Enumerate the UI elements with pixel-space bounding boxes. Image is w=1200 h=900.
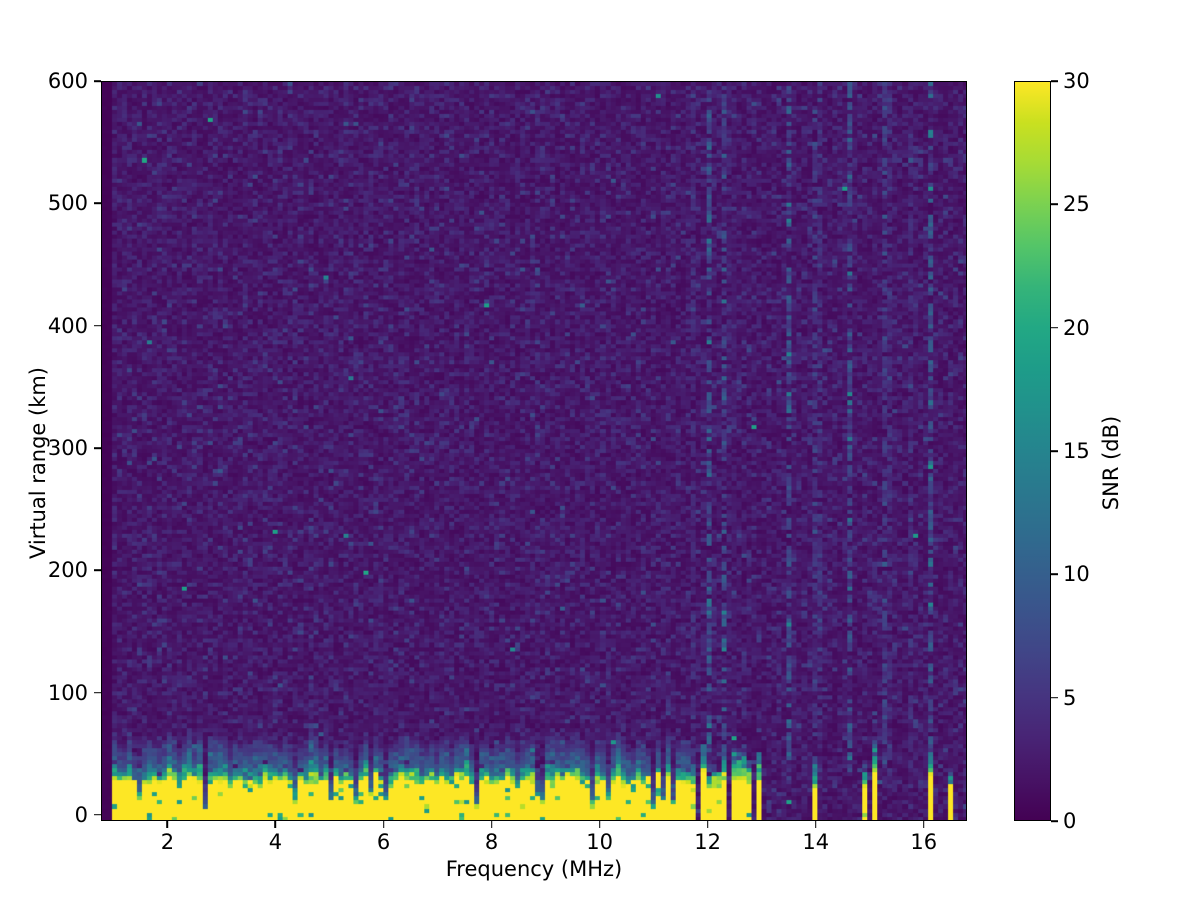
y-tick-mark [94, 80, 101, 82]
ionogram-heatmap-canvas [102, 82, 966, 820]
colorbar-tick-label-5: 5 [1063, 685, 1077, 710]
y-tick-mark [94, 814, 101, 816]
colorbar-tick-mark [1051, 203, 1058, 206]
y-tick-mark [94, 202, 101, 205]
y-tick-label-100: 100 [47, 680, 88, 705]
x-tick-mark [814, 821, 817, 828]
x-tick-label-2: 2 [160, 830, 175, 854]
colorbar-tick-mark [1051, 696, 1058, 699]
x-tick-label-6: 6 [376, 830, 391, 854]
colorbar-tick-label-0: 0 [1063, 809, 1077, 833]
colorbar-tick-mark [1051, 573, 1058, 576]
y-axis-label: Virtual range (km) [26, 366, 50, 560]
x-tick-label-12: 12 [694, 830, 722, 854]
colorbar-tick-mark [1051, 820, 1058, 822]
x-tick-label-16: 16 [910, 830, 938, 854]
colorbar-gradient [1015, 82, 1050, 820]
y-tick-label-200: 200 [47, 558, 88, 583]
colorbar-tick-mark [1051, 450, 1058, 452]
x-tick-mark [382, 821, 385, 828]
ionogram-axes[interactable] [101, 81, 967, 821]
colorbar-tick-mark [1051, 326, 1058, 329]
colorbar-tick-label-10: 10 [1063, 562, 1090, 587]
y-tick-mark [94, 324, 101, 327]
x-tick-mark [598, 821, 601, 828]
y-tick-mark [94, 691, 101, 694]
x-tick-label-4: 4 [268, 830, 283, 854]
y-tick-label-400: 400 [47, 313, 88, 338]
x-tick-label-8: 8 [484, 830, 499, 854]
y-tick-label-500: 500 [47, 191, 88, 216]
y-tick-label-600: 600 [47, 69, 88, 93]
x-tick-label-14: 14 [802, 830, 830, 854]
colorbar-tick-label-20: 20 [1063, 315, 1090, 340]
x-tick-mark [922, 821, 925, 828]
x-tick-label-10: 10 [586, 830, 613, 854]
y-tick-label-300: 300 [47, 435, 88, 460]
colorbar-label: SNR (dB) [1099, 415, 1123, 511]
x-axis-label: Frequency (MHz) [445, 857, 623, 881]
colorbar-tick-label-15: 15 [1063, 439, 1090, 463]
x-tick-mark [274, 821, 277, 828]
colorbar-tick-label-25: 25 [1063, 192, 1090, 217]
colorbar-tick-mark [1051, 80, 1058, 82]
x-tick-mark [706, 821, 709, 828]
y-tick-mark [94, 447, 101, 449]
x-tick-mark [490, 821, 493, 828]
colorbar-tick-label-30: 30 [1063, 69, 1090, 93]
colorbar[interactable] [1014, 81, 1051, 821]
y-tick-label-0: 0 [74, 802, 88, 827]
y-tick-mark [94, 569, 101, 572]
x-tick-mark [166, 821, 169, 828]
